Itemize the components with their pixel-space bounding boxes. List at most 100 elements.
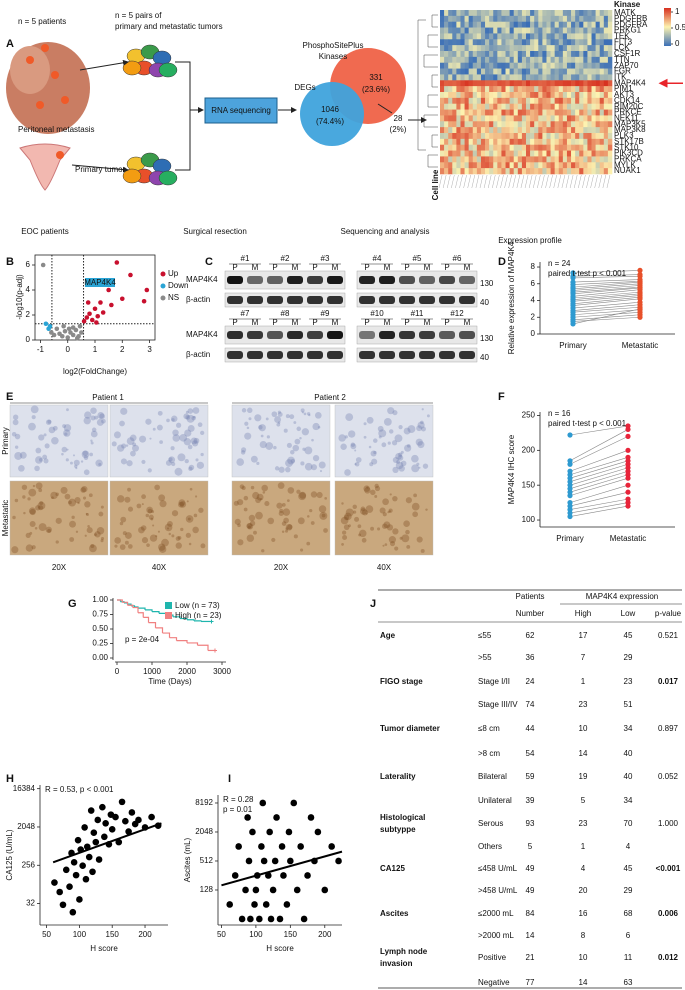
heatmap-cell (587, 27, 592, 34)
heatmap-cell (554, 33, 560, 40)
pair-line (572, 289, 641, 297)
heatmap-cell (456, 86, 461, 93)
heatmap-cell (513, 62, 519, 69)
heatmap-cell (517, 103, 523, 110)
marker-label: 130 (480, 334, 494, 343)
heatmap-cell (485, 103, 490, 110)
heatmap-cell (607, 80, 613, 87)
ihc-texture (63, 429, 71, 437)
heatmap-cell (546, 56, 551, 64)
heatmap-cell (526, 121, 531, 128)
heatmap-cell (517, 168, 523, 175)
heatmap-cell (566, 27, 572, 34)
ihc-texture (127, 506, 134, 512)
heatmap-cell (440, 27, 445, 34)
ihc-texture (149, 534, 158, 542)
point (94, 816, 102, 824)
heatmap-cell (513, 103, 519, 110)
heatmap-cell (505, 115, 510, 122)
heatmap-cell (468, 39, 474, 46)
heatmap-cell (444, 10, 449, 17)
heatmap-cell (501, 97, 506, 105)
ihc-texture (194, 495, 198, 498)
heatmap-cell (603, 39, 609, 46)
heatmap-cell (542, 15, 547, 23)
point (118, 798, 126, 806)
heatmap-cell (538, 150, 543, 157)
heatmap-cell (489, 15, 494, 23)
heatmap-cell (550, 56, 555, 64)
ihc-texture (31, 415, 36, 420)
kinase-label: ZAP70 (614, 61, 639, 70)
heatmap-cell (554, 150, 560, 157)
column-tick (549, 174, 553, 189)
y-axis-label: -log10(p-adj) (15, 274, 24, 320)
heatmap-cell (534, 121, 539, 128)
ihc-texture (416, 462, 420, 466)
heatmap-cell (587, 68, 592, 75)
heatmap-cell (493, 115, 498, 122)
volcano-point (61, 323, 66, 329)
blot-band (307, 331, 323, 339)
ihc-texture (14, 433, 21, 440)
ihc-texture (369, 462, 374, 467)
heatmap-cell (493, 62, 498, 69)
column-tick (475, 174, 480, 189)
panel-label: J (370, 598, 376, 610)
pair-line (569, 463, 629, 482)
heatmap-cell (591, 162, 596, 169)
heatmap-cell (530, 168, 535, 175)
heatmap-cell (599, 156, 605, 163)
heatmap-cell (448, 21, 453, 28)
heatmap-cell (440, 133, 445, 140)
heatmap-cell (497, 138, 502, 146)
blot-band (327, 296, 343, 304)
heatmap-cell (517, 51, 523, 58)
heatmap-cell (562, 121, 568, 128)
ihc-texture (68, 500, 72, 505)
heatmap-cell (530, 68, 535, 75)
heatmap-cell (554, 74, 560, 81)
pair-line (569, 502, 629, 514)
heatmap-cell (603, 127, 609, 134)
heatmap-cell (550, 33, 555, 40)
ihc-texture (83, 455, 89, 460)
heatmap-cell (599, 62, 605, 69)
heatmap-cell (456, 15, 461, 23)
heatmap-cell (595, 68, 601, 75)
heatmap-cell (509, 115, 515, 122)
heatmap-cell (509, 56, 515, 64)
heatmap-cell (579, 127, 584, 134)
ihc-image (109, 404, 209, 478)
table-cell: 23 (624, 677, 633, 686)
heatmap-cell (571, 39, 576, 46)
heatmap-cell (571, 15, 576, 23)
heatmap-cell (554, 86, 560, 93)
heatmap-cell (517, 10, 523, 17)
point (567, 493, 573, 499)
column-tick (492, 174, 496, 189)
heatmap-cell (603, 68, 609, 75)
km-step (117, 599, 123, 603)
heatmap-cell (476, 97, 482, 105)
ihc-texture (168, 457, 173, 462)
ihc-texture (239, 484, 245, 489)
heatmap-cell (595, 144, 601, 151)
heatmap-cell (546, 10, 551, 17)
pair-line (572, 291, 641, 299)
sample-label: #7 (241, 309, 250, 318)
heatmap-cell (579, 86, 584, 93)
ihc-texture (164, 523, 173, 532)
heatmap-cell (579, 62, 584, 69)
ihc-texture (392, 495, 398, 502)
heatmap-cell (530, 162, 535, 169)
heatmap-cell (505, 162, 510, 169)
heatmap-cell (501, 150, 506, 157)
heatmap-cell (440, 68, 445, 75)
ihc-texture (189, 487, 193, 491)
heatmap-cell (476, 121, 482, 128)
heatmap-cell (607, 156, 613, 163)
heatmap-cell (607, 39, 613, 46)
heatmap-cell (562, 162, 568, 169)
heatmap-cell (517, 109, 523, 116)
